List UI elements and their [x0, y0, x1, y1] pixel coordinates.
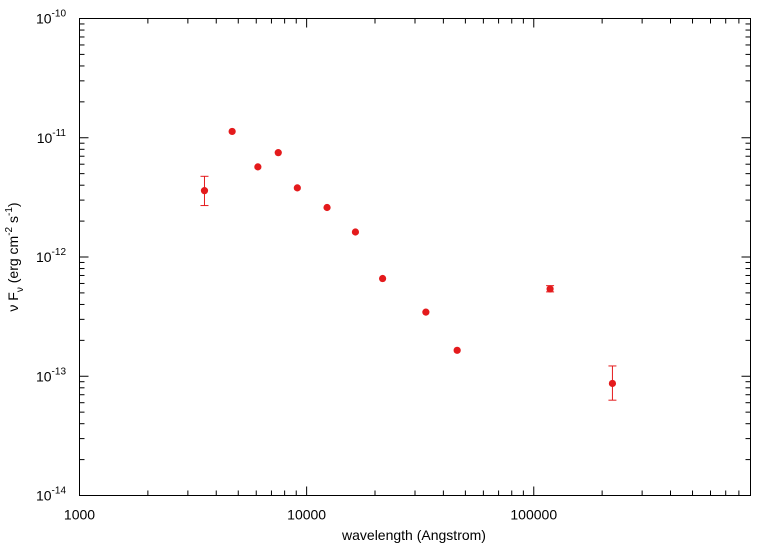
- y-title-mid: s: [5, 216, 21, 223]
- data-point: [453, 346, 461, 354]
- y-title-sub: ν: [15, 287, 26, 292]
- y-tick-exponent: -11: [52, 128, 66, 139]
- y-tick-exponent: -14: [52, 486, 67, 497]
- y-tick-base: 10: [37, 130, 53, 146]
- x-tick-label: 10000: [287, 507, 326, 523]
- y-title-open: (erg cm: [5, 236, 21, 283]
- data-point: [378, 274, 387, 283]
- y-axis-title: ν Fν (erg cm-2 s-1): [4, 202, 26, 311]
- y-title-nu: ν: [5, 305, 21, 312]
- y-tick-base: 10: [36, 488, 52, 504]
- y-tick-exponent: -10: [52, 9, 67, 20]
- y-tick-label: 10-13: [36, 366, 66, 384]
- data-point: [323, 203, 331, 212]
- y-tick-base: 10: [36, 368, 52, 384]
- data-point: [228, 127, 236, 136]
- data-points: [200, 127, 617, 388]
- y-tick-base: 10: [36, 249, 52, 265]
- data-point: [293, 184, 301, 192]
- data-point: [351, 228, 360, 236]
- plot-frame: [79, 18, 751, 496]
- y-tick-label: 10-11: [37, 128, 67, 146]
- y-tick-base: 10: [36, 11, 52, 27]
- y-tick-exponent: -12: [52, 247, 67, 258]
- data-point: [274, 149, 282, 157]
- x-tick-labels: 1000 10000 100000: [64, 507, 557, 523]
- tick-marks: [79, 18, 751, 496]
- y-tick-exponent: -13: [52, 366, 67, 377]
- error-bars: [200, 175, 617, 401]
- x-tick-label: 100000: [510, 507, 557, 523]
- x-tick-label: 1000: [64, 507, 95, 523]
- x-axis-title: wavelength (Angstrom): [341, 527, 486, 543]
- data-point: [608, 379, 617, 388]
- y-tick-label: 10-12: [36, 247, 66, 265]
- data-point: [254, 163, 262, 171]
- y-tick-label: 10-10: [36, 9, 66, 27]
- y-title-exp2: -1: [4, 207, 15, 216]
- data-point: [422, 308, 430, 316]
- y-tick-label: 10-14: [36, 486, 66, 504]
- y-title-f: F: [5, 292, 21, 301]
- data-point: [200, 187, 209, 195]
- y-title-close: ): [5, 202, 21, 207]
- data-point: [546, 285, 554, 293]
- y-title-exp1: -2: [4, 226, 15, 235]
